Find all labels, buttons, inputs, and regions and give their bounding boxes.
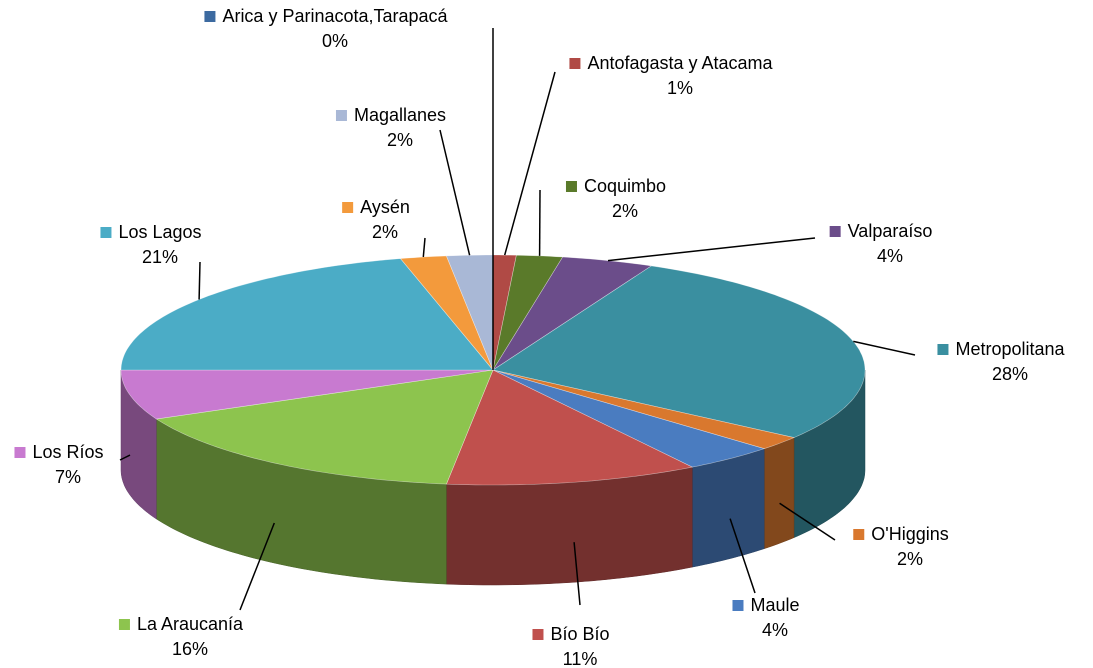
slice	[492, 369, 795, 450]
slice-label: Aysén	[360, 197, 410, 217]
slice	[492, 256, 653, 371]
slice-label: Los Lagos	[118, 222, 201, 242]
legend-swatch	[204, 11, 216, 22]
slice-value-label: 7%	[55, 467, 81, 487]
slice	[492, 369, 766, 468]
slice-value-label: 2%	[372, 222, 398, 242]
leader-line	[439, 129, 471, 256]
slice-label: Arica y Parinacota,Tarapacá	[222, 6, 448, 26]
slice-label: Magallanes	[354, 105, 446, 125]
legend-swatch	[14, 447, 26, 458]
slice-value-label: 1%	[667, 78, 693, 98]
slice-value-label: 4%	[762, 620, 788, 640]
leader-line	[607, 237, 816, 262]
leader-lines	[119, 28, 916, 611]
slice-value-label: 28%	[992, 364, 1028, 384]
slice-value-label: 11%	[563, 649, 598, 668]
slice-value-label: 2%	[387, 130, 413, 150]
slice-value-label: 0%	[322, 31, 348, 51]
slice-label: La Araucanía	[137, 614, 244, 634]
slice-side	[763, 437, 795, 550]
slice	[155, 369, 494, 485]
legend-swatch	[532, 629, 544, 640]
leader-line	[573, 542, 581, 606]
legend-swatch	[100, 227, 112, 238]
slice	[445, 369, 694, 486]
legend-swatch	[937, 344, 949, 355]
legend-swatch	[853, 529, 865, 540]
slice-value-label: 2%	[897, 549, 923, 569]
legend-swatch	[569, 58, 581, 69]
slice-label: Antofagasta y Atacama	[587, 53, 773, 73]
leader-line	[119, 454, 131, 461]
legend-swatch	[565, 181, 577, 192]
legend-swatch	[335, 110, 347, 121]
leader-line	[422, 237, 426, 258]
slice	[445, 254, 494, 371]
slice-label: O'Higgins	[871, 524, 948, 544]
leader-line	[503, 71, 556, 256]
slice-label: Maule	[750, 595, 799, 615]
legend-swatch	[118, 619, 130, 630]
legend-swatch	[732, 600, 744, 611]
leader-line	[239, 522, 275, 611]
slice-value-label: 21%	[142, 247, 178, 267]
slice-label: Bío Bío	[550, 624, 609, 644]
slice-side	[692, 448, 765, 568]
slice-value-label: 2%	[612, 201, 638, 221]
slice-label: Valparaíso	[848, 221, 933, 241]
slice-label: Los Ríos	[32, 442, 103, 462]
legend-swatch	[342, 202, 354, 213]
slice-value-label: 16%	[172, 639, 208, 659]
legend-swatch	[829, 226, 841, 237]
slice-label: Metropolitana	[955, 339, 1065, 359]
leader-line	[853, 340, 916, 356]
slice-value-label: 4%	[877, 246, 903, 266]
pie-sides	[120, 369, 866, 586]
slice-label: Coquimbo	[584, 176, 666, 196]
leader-line	[779, 502, 836, 541]
slice	[120, 369, 494, 420]
leader-line	[198, 261, 201, 300]
leader-line	[729, 518, 756, 594]
